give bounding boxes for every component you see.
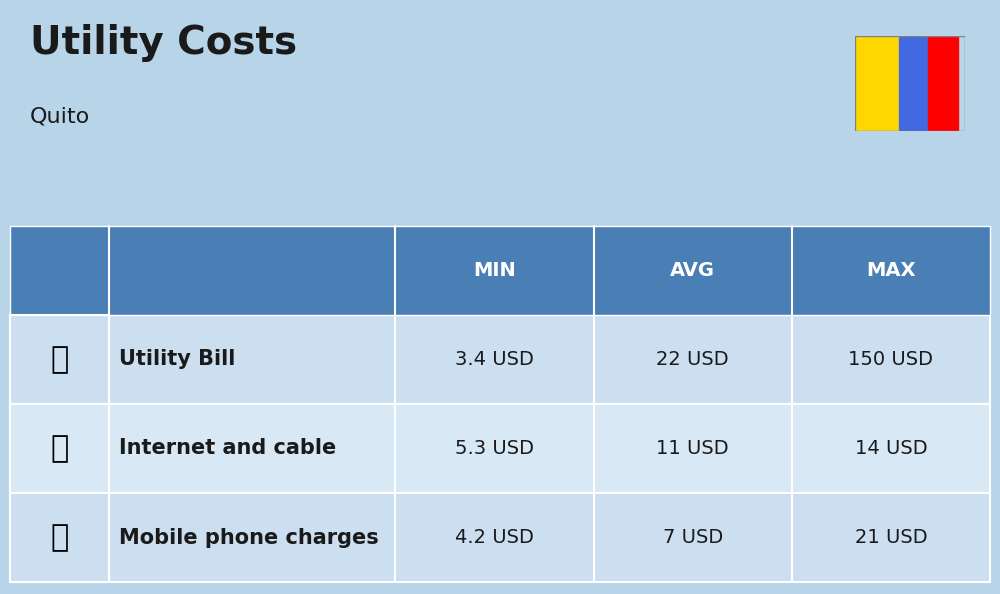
Text: 150 USD: 150 USD — [848, 350, 933, 369]
Text: 4.2 USD: 4.2 USD — [455, 528, 534, 547]
Text: 3.4 USD: 3.4 USD — [455, 350, 534, 369]
Bar — [928, 36, 958, 131]
Text: 11 USD: 11 USD — [656, 439, 729, 458]
Text: 🔌: 🔌 — [50, 345, 69, 374]
Text: Utility Bill: Utility Bill — [119, 349, 235, 369]
Text: MAX: MAX — [866, 261, 916, 280]
Text: MIN: MIN — [473, 261, 516, 280]
FancyBboxPatch shape — [10, 404, 109, 493]
FancyBboxPatch shape — [10, 226, 990, 315]
Text: Utility Costs: Utility Costs — [30, 24, 297, 62]
FancyBboxPatch shape — [10, 315, 109, 404]
Bar — [899, 36, 928, 131]
Text: 22 USD: 22 USD — [656, 350, 729, 369]
Text: 📱: 📱 — [50, 523, 69, 552]
Text: 5.3 USD: 5.3 USD — [455, 439, 534, 458]
Text: 📡: 📡 — [50, 434, 69, 463]
Text: 7 USD: 7 USD — [663, 528, 723, 547]
Text: Internet and cable: Internet and cable — [119, 438, 336, 459]
FancyBboxPatch shape — [10, 404, 990, 493]
Text: Quito: Quito — [30, 107, 90, 127]
Text: AVG: AVG — [670, 261, 715, 280]
FancyBboxPatch shape — [10, 493, 990, 582]
Text: 14 USD: 14 USD — [855, 439, 927, 458]
FancyBboxPatch shape — [10, 493, 109, 582]
Text: Mobile phone charges: Mobile phone charges — [119, 527, 379, 548]
FancyBboxPatch shape — [10, 315, 990, 404]
Bar — [855, 36, 899, 131]
Text: 21 USD: 21 USD — [855, 528, 927, 547]
